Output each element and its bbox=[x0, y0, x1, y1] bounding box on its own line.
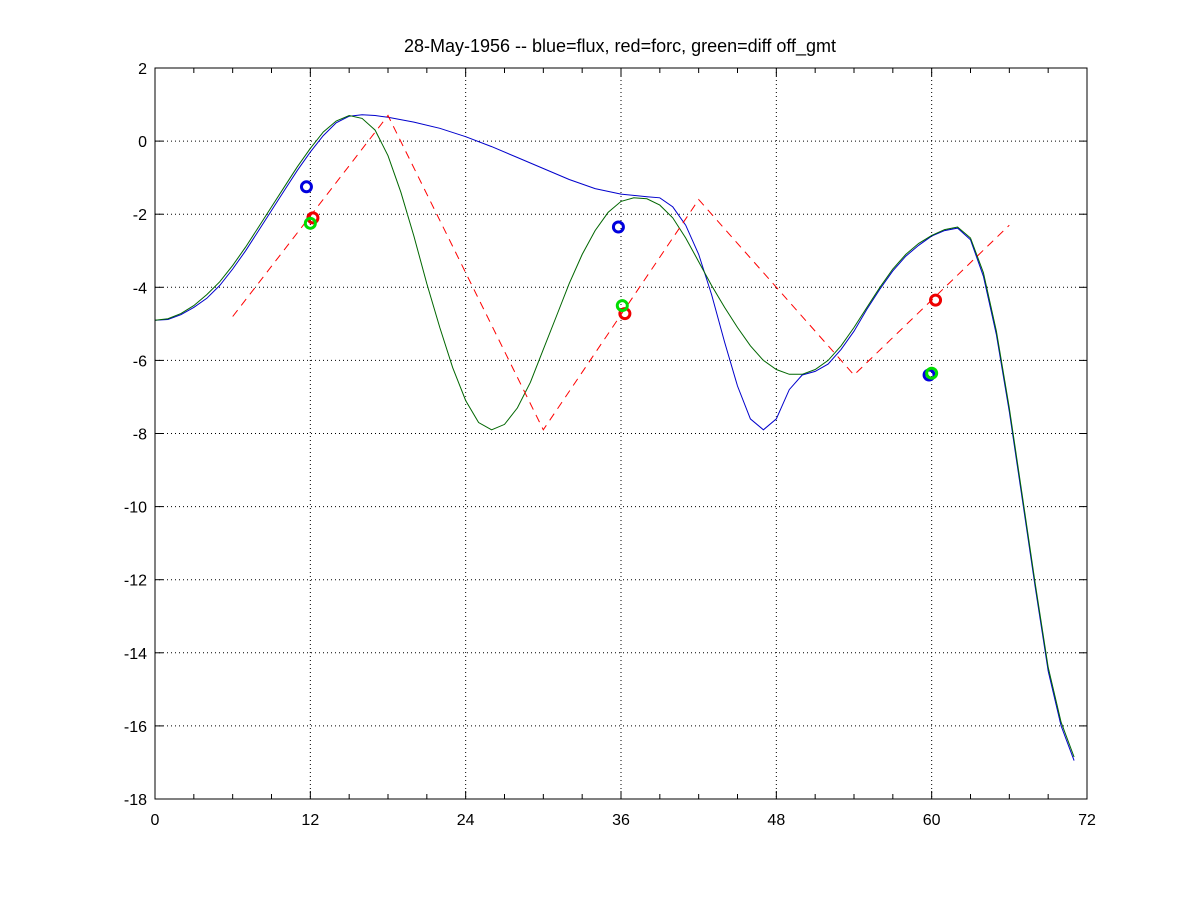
x-tick-label: 48 bbox=[767, 812, 785, 829]
x-tick-label: 72 bbox=[1078, 812, 1096, 829]
y-tick-label: -16 bbox=[124, 719, 147, 736]
x-tick-label: 12 bbox=[301, 812, 319, 829]
x-tick-label: 24 bbox=[457, 812, 475, 829]
series-group bbox=[154, 114, 1075, 761]
y-tick-label: -2 bbox=[133, 207, 147, 224]
data-marker bbox=[615, 299, 629, 313]
markers-group bbox=[299, 180, 943, 382]
series-line-0 bbox=[154, 114, 1075, 761]
data-marker bbox=[925, 366, 939, 380]
data-marker bbox=[929, 293, 943, 307]
series-line-1 bbox=[154, 114, 1075, 758]
data-marker bbox=[299, 180, 313, 194]
grid bbox=[155, 68, 1087, 799]
y-tick-label: -4 bbox=[133, 280, 147, 297]
y-tick-label: -8 bbox=[133, 427, 147, 444]
x-tick-label: 60 bbox=[923, 812, 941, 829]
x-tick-label: 36 bbox=[612, 812, 630, 829]
chart-title: 28-May-1956 -- blue=flux, red=forc, gree… bbox=[404, 36, 836, 57]
y-tick-label: -12 bbox=[124, 573, 147, 590]
y-tick-label: -18 bbox=[124, 792, 147, 809]
data-marker bbox=[303, 216, 317, 230]
y-tick-label: -10 bbox=[124, 500, 147, 517]
y-tick-label: 2 bbox=[138, 61, 147, 78]
data-marker bbox=[611, 220, 625, 234]
y-tick-label: -14 bbox=[124, 646, 147, 663]
y-tick-label: 0 bbox=[138, 134, 147, 151]
ticks: 0 12 24 36 48 60 72 2 0 -2 -4 -6 -8 -10 -12 -14 -16 -18 bbox=[124, 61, 1096, 829]
y-tick-label: -6 bbox=[133, 353, 147, 370]
x-tick-label: 0 bbox=[151, 812, 160, 829]
